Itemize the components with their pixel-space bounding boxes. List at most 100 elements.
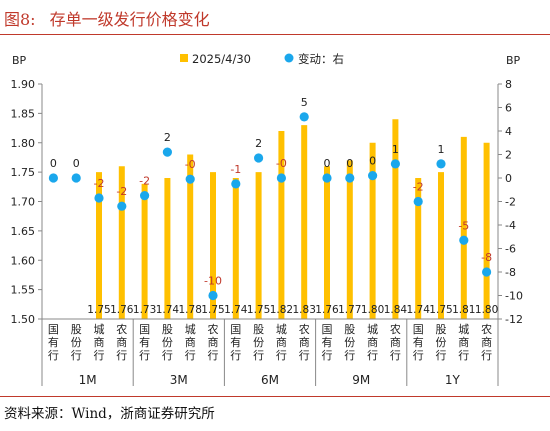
- group-label: 9M: [352, 373, 370, 387]
- category-label: 国有行: [230, 323, 241, 362]
- category-label: 城商行: [185, 323, 196, 362]
- left-axis: 1.50 1.55 1.60 1.65 1.70 1.75 1.80 1.85 1.90: [11, 78, 43, 326]
- legend-dot-label: 变动：右: [298, 52, 344, 66]
- bar: [118, 166, 125, 319]
- left-tick-label: 1.65: [11, 225, 36, 238]
- category-label: 国有行: [413, 323, 424, 362]
- change-dot: [94, 193, 104, 203]
- category-label: 股份行: [436, 323, 447, 362]
- x-axis: 国有行股份行城商行农商行国有行股份行城商行农商行国有行股份行城商行农商行国有行股…: [41, 318, 499, 387]
- bar-value-label: 1.80: [361, 304, 384, 316]
- dot-series: 0 0 -2 -2 -2 2 -0 -10 -1 2 -0 5 0 0 0 1 -2 1 -5 -8: [48, 96, 492, 301]
- right-tick-label: -4: [505, 219, 516, 232]
- left-tick-label: 1.70: [11, 196, 36, 209]
- bar-value-label: 1.81: [452, 304, 475, 316]
- left-tick-label: 1.55: [11, 284, 36, 297]
- axis-units: BP BP: [12, 54, 521, 67]
- change-value-label: 0: [369, 155, 376, 168]
- category-label: 农商行: [390, 322, 401, 362]
- change-dot: [459, 235, 469, 245]
- change-dot: [140, 191, 150, 201]
- change-dot: [345, 173, 355, 183]
- right-tick-label: -12: [505, 313, 523, 326]
- right-tick-label: -8: [505, 266, 516, 279]
- right-tick-label: 6: [505, 102, 512, 115]
- bar: [346, 160, 353, 319]
- legend-bar-label: 2025/4/30: [192, 52, 251, 66]
- change-value-label: 1: [392, 143, 399, 156]
- change-value-label: -10: [204, 275, 222, 288]
- bar: [301, 125, 308, 319]
- change-value-label: -2: [94, 177, 105, 190]
- bar-value-label: 1.74: [224, 304, 248, 316]
- category-label: 农商行: [208, 322, 219, 362]
- bar: [460, 136, 467, 319]
- change-dot: [390, 159, 400, 169]
- bar-series: 1.75 1.76 1.73 1.74 1.78 1.75 1.74 1.75 1.82 1.83…: [87, 119, 498, 319]
- category-label: 城商行: [458, 323, 469, 362]
- right-tick-label: 2: [505, 149, 512, 162]
- source-note: 资料来源：Wind，浙商证券研究所: [4, 406, 215, 422]
- left-tick-label: 1.85: [11, 107, 36, 120]
- change-value-label: -0: [185, 158, 196, 171]
- bar-value-label: 1.82: [270, 304, 293, 316]
- legend-dot-swatch: [284, 53, 294, 63]
- bar: [278, 131, 285, 319]
- right-axis-unit: BP: [506, 54, 521, 67]
- change-dot: [71, 173, 81, 183]
- right-tick-label: -10: [505, 290, 523, 303]
- figure-title-text: 存单一级发行价格变化: [49, 10, 210, 29]
- change-dot: [162, 147, 172, 157]
- bar-value-label: 1.83: [293, 304, 316, 316]
- chart: 1.501.551.601.651.701.751.801.851.90 -12…: [11, 52, 523, 387]
- change-dot: [482, 267, 492, 277]
- change-value-label: -1: [230, 163, 241, 176]
- change-dot: [436, 159, 446, 169]
- bar: [415, 178, 422, 319]
- change-value-label: 1: [438, 143, 445, 156]
- bar-value-label: 1.73: [133, 304, 156, 316]
- category-label: 股份行: [344, 323, 355, 362]
- legend: 2025/4/30 变动：右: [180, 52, 344, 66]
- change-value-label: 5: [301, 96, 308, 109]
- bar: [187, 154, 194, 319]
- bar: [438, 172, 444, 319]
- change-value-label: 0: [324, 157, 331, 170]
- right-axis: -12 -10 -8 -6 -4 -2 0 2 4 6 8: [497, 78, 523, 326]
- left-axis-unit: BP: [12, 54, 27, 67]
- bar-value-label: 1.80: [475, 304, 498, 316]
- category-label: 国有行: [48, 323, 59, 362]
- change-dot: [117, 201, 127, 211]
- change-value-label: 0: [73, 157, 80, 170]
- group-label: 1Y: [445, 373, 461, 387]
- bar-value-label: 1.76: [110, 304, 134, 316]
- bar: [255, 172, 262, 319]
- change-value-label: -5: [458, 219, 469, 232]
- change-dot: [322, 173, 332, 183]
- category-label: 农商行: [481, 322, 492, 362]
- bar: [324, 166, 330, 319]
- change-dot: [231, 179, 241, 189]
- change-value-label: 0: [346, 157, 353, 170]
- bar: [210, 172, 216, 319]
- bar: [483, 142, 490, 319]
- bar: [392, 119, 399, 319]
- category-label: 城商行: [367, 323, 378, 362]
- change-dot: [276, 173, 286, 183]
- category-label: 股份行: [253, 323, 264, 362]
- bar-value-label: 1.75: [201, 304, 224, 316]
- left-tick-label: 1.50: [11, 313, 36, 326]
- left-tick-label: 1.90: [11, 78, 36, 91]
- bar-value-label: 1.76: [315, 304, 339, 316]
- change-value-label: 2: [255, 137, 262, 150]
- category-label: 股份行: [71, 323, 82, 362]
- change-dot: [368, 171, 378, 181]
- category-label: 城商行: [276, 323, 287, 362]
- category-label: 国有行: [322, 323, 333, 362]
- bar-value-label: 1.75: [247, 304, 270, 316]
- change-value-label: -0: [276, 157, 287, 170]
- change-dot: [48, 173, 59, 183]
- right-tick-label: 8: [505, 78, 512, 91]
- group-label: 3M: [170, 373, 188, 387]
- change-value-label: -2: [139, 175, 150, 188]
